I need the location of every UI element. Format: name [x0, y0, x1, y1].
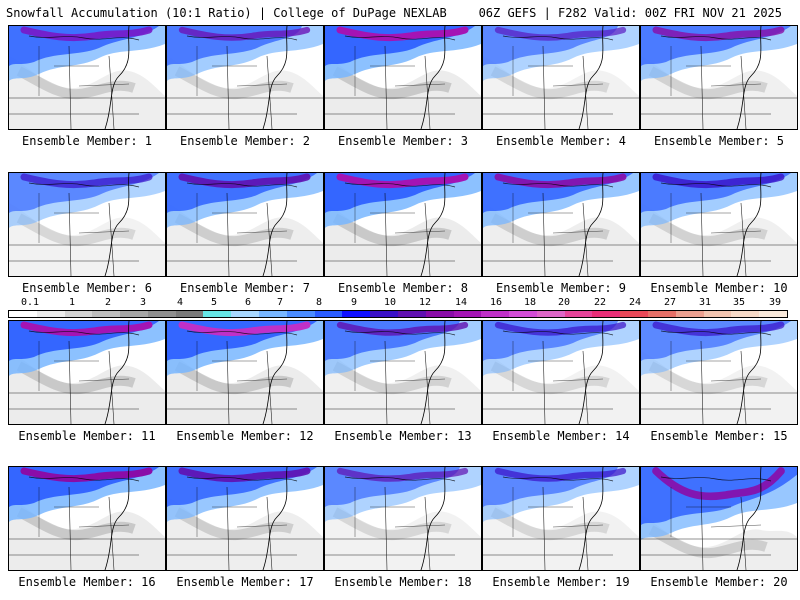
ensemble-member-map [324, 25, 482, 130]
colorbar-tick-label: 3 [139, 297, 147, 308]
colorbar-tick-label: 1 [68, 297, 76, 308]
ensemble-member-map [166, 320, 324, 425]
ensemble-member-caption: Ensemble Member: 10 [650, 281, 788, 295]
ensemble-member-caption: Ensemble Member: 14 [492, 429, 630, 443]
colorbar-tick-label: 18 [523, 297, 537, 308]
colorbar-segment [564, 311, 593, 317]
colorbar-segment [620, 311, 648, 317]
ensemble-member-caption: Ensemble Member: 7 [179, 281, 311, 295]
colorbar-segment [92, 311, 121, 317]
colorbar-tick-label: 39 [768, 297, 782, 308]
ensemble-member-map [640, 466, 798, 571]
colorbar-segment [453, 311, 482, 317]
colorbar-tick-label: 7 [276, 297, 284, 308]
colorbar-tick-label: 2 [104, 297, 112, 308]
colorbar-tick-label: 27 [663, 297, 677, 308]
colorbar-segment [147, 311, 176, 317]
ensemble-member-map [8, 320, 166, 425]
ensemble-member-caption: Ensemble Member: 9 [495, 281, 627, 295]
colorbar-segment [592, 311, 621, 317]
colorbar-tick-label: 6 [244, 297, 252, 308]
colorbar-segment [509, 311, 537, 317]
colorbar-segment [175, 311, 204, 317]
ensemble-member-caption: Ensemble Member: 8 [337, 281, 469, 295]
colorbar-labels: 0.1 1 2 3 4 5 6 7 8 9 10 12 14 16 18 20 22 24 27 31 35 39 [8, 297, 788, 309]
ensemble-member-caption: Ensemble Member: 12 [176, 429, 314, 443]
colorbar-segment [203, 311, 232, 317]
colorbar-segment [759, 311, 787, 317]
ensemble-member-map [640, 172, 798, 277]
ensemble-member-caption: Ensemble Member: 13 [334, 429, 472, 443]
colorbar-tick-label: 4 [176, 297, 184, 308]
colorbar-tick-label: 31 [698, 297, 712, 308]
ensemble-member-map [8, 172, 166, 277]
colorbar-segment [286, 311, 315, 317]
colorbar-segment [397, 311, 426, 317]
colorbar-tick-label: 5 [210, 297, 218, 308]
ensemble-member-map [482, 172, 640, 277]
ensemble-member-caption: Ensemble Member: 17 [176, 575, 314, 589]
colorbar-tick-label: 12 [418, 297, 432, 308]
colorbar-segment [231, 311, 260, 317]
colorbar-tick-label: 9 [350, 297, 358, 308]
ensemble-member-caption: Ensemble Member: 6 [21, 281, 153, 295]
ensemble-member-map [640, 25, 798, 130]
ensemble-member-caption: Ensemble Member: 20 [650, 575, 788, 589]
ensemble-member-map [324, 172, 482, 277]
colorbar-tick-label: 24 [628, 297, 642, 308]
ensemble-member-caption: Ensemble Member: 16 [18, 575, 156, 589]
colorbar-segment [370, 311, 398, 317]
colorbar-segment [703, 311, 732, 317]
ensemble-member-caption: Ensemble Member: 3 [337, 134, 469, 148]
ensemble-member-caption: Ensemble Member: 15 [650, 429, 788, 443]
colorbar-tick-label: 20 [557, 297, 571, 308]
colorbar-segment [120, 311, 148, 317]
colorbar-tick-label: 16 [489, 297, 503, 308]
ensemble-member-caption: Ensemble Member: 1 [21, 134, 153, 148]
colorbar-segment [314, 311, 343, 317]
colorbar-segment [481, 311, 510, 317]
ensemble-member-map [482, 466, 640, 571]
ensemble-member-map [640, 320, 798, 425]
ensemble-member-map [8, 466, 166, 571]
colorbar-segment [731, 311, 760, 317]
ensemble-member-caption: Ensemble Member: 2 [179, 134, 311, 148]
ensemble-member-caption: Ensemble Member: 5 [653, 134, 785, 148]
colorbar-tick-label: 0.1 [20, 297, 40, 308]
colorbar-segment [647, 311, 676, 317]
snowfall-colorbar [8, 310, 788, 318]
model-run-info: 06Z GEFS | F282 Valid: 00Z FRI NOV 21 20… [478, 6, 782, 20]
colorbar-segment [9, 311, 37, 317]
ensemble-member-map [8, 25, 166, 130]
ensemble-member-map [324, 320, 482, 425]
ensemble-member-map [166, 172, 324, 277]
colorbar-segment [64, 311, 93, 317]
colorbar-tick-label: 10 [383, 297, 397, 308]
ensemble-member-caption: Ensemble Member: 11 [18, 429, 156, 443]
colorbar-tick-label: 14 [454, 297, 468, 308]
colorbar-segment [675, 311, 704, 317]
colorbar-segment [425, 311, 454, 317]
ensemble-member-map [166, 466, 324, 571]
ensemble-member-map [166, 25, 324, 130]
colorbar-tick-label: 35 [732, 297, 746, 308]
colorbar-tick-label: 8 [315, 297, 323, 308]
colorbar-segment [259, 311, 287, 317]
colorbar-segment [342, 311, 371, 317]
ensemble-member-caption: Ensemble Member: 18 [334, 575, 472, 589]
colorbar-segment [536, 311, 565, 317]
ensemble-member-map [482, 320, 640, 425]
ensemble-member-caption: Ensemble Member: 4 [495, 134, 627, 148]
colorbar-segment [36, 311, 65, 317]
ensemble-member-caption: Ensemble Member: 19 [492, 575, 630, 589]
ensemble-member-map [324, 466, 482, 571]
map-title: Snowfall Accumulation (10:1 Ratio) | Col… [6, 6, 447, 20]
colorbar-tick-label: 22 [593, 297, 607, 308]
ensemble-member-map [482, 25, 640, 130]
